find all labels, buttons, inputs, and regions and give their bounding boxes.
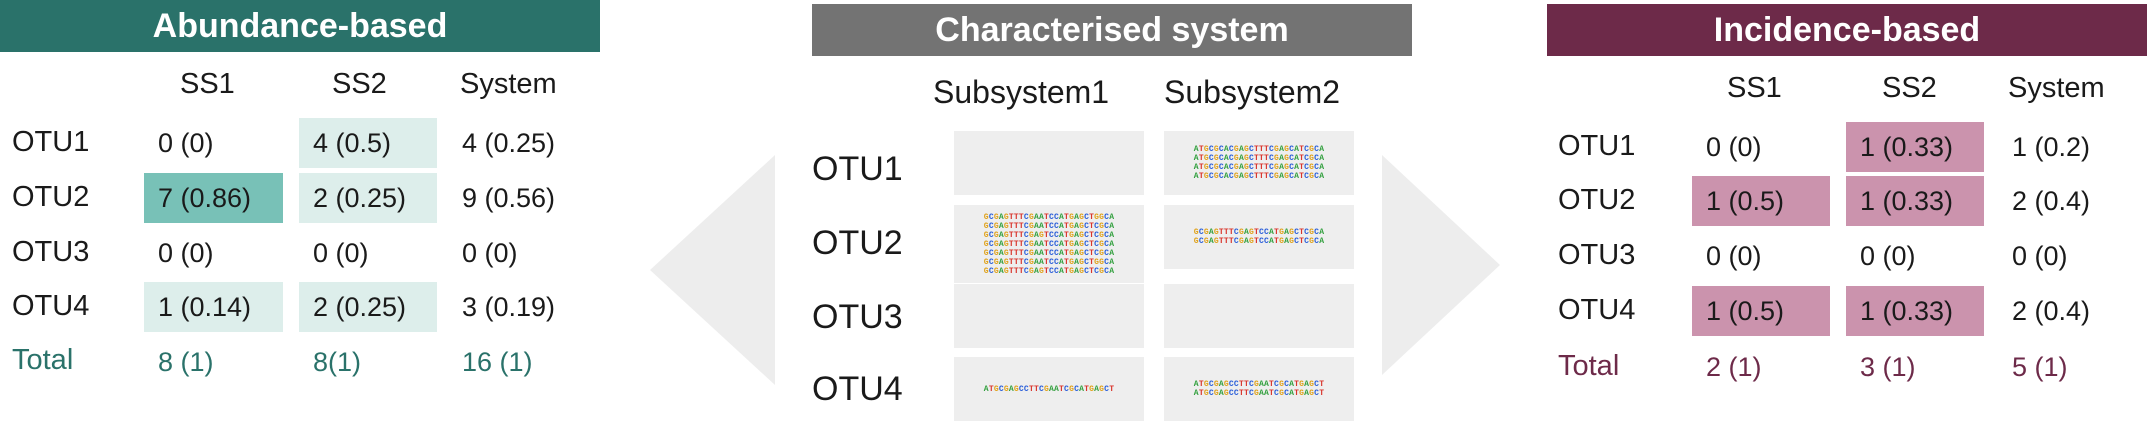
sequence-box-otu2-ss2: GCGAGTTTCGAGTCCATGAGCTCGCA GCGAGTTTCGAGTC… <box>1164 205 1354 269</box>
characterised-col-subsystem2: Subsystem2 <box>1164 74 1341 110</box>
sequence-line: GCGAGTTTCGAGTCCATGAGCTCGCA <box>983 267 1115 276</box>
abundance-cell: 4 (0.25) <box>462 128 556 158</box>
incidence-total-label: Total <box>1558 350 1620 382</box>
incidence-cell: 0 (0) <box>1706 132 1762 162</box>
incidence-row-label: OTU1 <box>1558 130 1636 162</box>
sequence-box-otu3-ss2 <box>1164 284 1354 348</box>
abundance-cell: 2 (0.25) <box>299 282 437 332</box>
abundance-col-ss1: SS1 <box>180 68 235 100</box>
sequence-box-otu1-ss2: ATGCGCACGAGCTTTCGAGCATCGCA ATGCGCACGAGCTT… <box>1164 131 1354 195</box>
abundance-total-cell: 8 (1) <box>158 347 214 377</box>
right-arrow <box>1382 155 1500 375</box>
sequence-line: ATGCGAGCCTTCGAATCGCATGAGCT <box>1193 389 1325 398</box>
sequence-line: GCGAGTTTCGAATCCATGAGCTGGCA <box>983 213 1115 222</box>
sequence-line: ATGCGAGCCTTCGAATCGCATGAGCT <box>1193 380 1325 389</box>
incidence-cell: 0 (0) <box>1706 241 1762 271</box>
sequence-box-otu4-ss1: ATGCGAGCCTTCGAATCGCATGAGCT <box>954 357 1144 421</box>
incidence-col-ss1: SS1 <box>1727 72 1782 104</box>
sequence-line: GCGAGTTTCGAGTCCATGAGCTCGCA <box>1193 228 1325 237</box>
abundance-cell: 4 (0.5) <box>299 118 437 168</box>
abundance-cell: 9 (0.56) <box>462 183 556 213</box>
characterised-row-label: OTU1 <box>812 150 903 188</box>
abundance-total-cell: 16 (1) <box>462 347 533 377</box>
incidence-cell: 1 (0.5) <box>1692 286 1830 336</box>
abundance-cell: 1 (0.14) <box>144 282 283 332</box>
sequence-line: GCGAGTTTCGAATCCATGAGCTCGCA <box>983 240 1115 249</box>
sequence-box-otu1-ss1 <box>954 131 1144 195</box>
incidence-cell: 2 (0.4) <box>2012 296 2091 326</box>
characterised-title: Characterised system <box>812 4 1412 56</box>
characterised-col-subsystem1: Subsystem1 <box>933 74 1110 110</box>
abundance-row-label: OTU4 <box>12 290 90 322</box>
abundance-total-label: Total <box>12 344 74 376</box>
incidence-cell: 0 (0) <box>1860 241 1916 271</box>
sequence-box-otu4-ss2: ATGCGAGCCTTCGAATCGCATGAGCT ATGCGAGCCTTCGA… <box>1164 357 1354 421</box>
sequence-box-otu3-ss1 <box>954 284 1144 348</box>
sequence-line: GCGAGTTTCGAGTCCATGAGCTCGCA <box>1193 237 1325 246</box>
sequence-line: GCGAGTTTCGAATCCATGAGCTCGCA <box>983 222 1115 231</box>
characterised-row-label: OTU2 <box>812 224 903 262</box>
incidence-cell: 1 (0.33) <box>1846 286 1984 336</box>
incidence-col-ss2: SS2 <box>1882 72 1937 104</box>
sequence-line: GCGAGTTTCGAATCCATGAGCTCGCA <box>983 249 1115 258</box>
abundance-total-cell: 8(1) <box>313 347 362 377</box>
incidence-row-label: OTU2 <box>1558 184 1636 216</box>
sequence-box-otu2-ss1: GCGAGTTTCGAATCCATGAGCTGGCA GCGAGTTTCGAATC… <box>954 205 1144 283</box>
incidence-total-cell: 5 (1) <box>2012 352 2068 382</box>
abundance-cell: 0 (0) <box>462 238 518 268</box>
abundance-cell: 0 (0) <box>313 238 369 268</box>
abundance-cell: 7 (0.86) <box>144 173 283 223</box>
abundance-cell: 2 (0.25) <box>299 173 437 223</box>
sequence-line: GCGAGTTTCGAGTCCATGAGCTCGCA <box>983 231 1115 240</box>
characterised-row-label: OTU3 <box>812 298 903 336</box>
sequence-line: ATGCGCACGAGCTTTCGAGCATCGCA <box>1193 172 1325 181</box>
incidence-cell: 2 (0.4) <box>2012 186 2091 216</box>
abundance-row-label: OTU3 <box>12 236 90 268</box>
sequence-line: ATGCGCACGAGCTTTCGAGCATCGCA <box>1193 163 1325 172</box>
abundance-cell: 3 (0.19) <box>462 292 556 322</box>
left-arrow <box>650 155 775 385</box>
incidence-cell: 1 (0.33) <box>1846 122 1984 172</box>
abundance-col-ss2: SS2 <box>332 68 387 100</box>
sequence-line: ATGCGAGCCTTCGAATCGCATGAGCT <box>983 385 1115 394</box>
abundance-cell: 0 (0) <box>158 128 214 158</box>
incidence-title: Incidence-based <box>1547 4 2147 56</box>
abundance-cell: 0 (0) <box>158 238 214 268</box>
sequence-line: ATGCGCACGAGCTTTCGAGCATCGCA <box>1193 154 1325 163</box>
incidence-row-label: OTU4 <box>1558 294 1636 326</box>
sequence-line: GCGAGTTTCGAATCCATGAGCTGGCA <box>983 258 1115 267</box>
abundance-row-label: OTU1 <box>12 126 90 158</box>
incidence-total-cell: 2 (1) <box>1706 352 1762 382</box>
incidence-cell: 1 (0.5) <box>1692 176 1830 226</box>
abundance-col-system: System <box>460 68 557 100</box>
abundance-row-label: OTU2 <box>12 181 90 213</box>
incidence-col-system: System <box>2008 72 2105 104</box>
abundance-title: Abundance-based <box>0 0 600 52</box>
characterised-row-label: OTU4 <box>812 370 903 408</box>
incidence-cell: 1 (0.2) <box>2012 132 2091 162</box>
incidence-row-label: OTU3 <box>1558 239 1636 271</box>
incidence-cell: 0 (0) <box>2012 241 2068 271</box>
sequence-line: ATGCGCACGAGCTTTCGAGCATCGCA <box>1193 145 1325 154</box>
incidence-cell: 1 (0.33) <box>1846 176 1984 226</box>
incidence-total-cell: 3 (1) <box>1860 352 1916 382</box>
